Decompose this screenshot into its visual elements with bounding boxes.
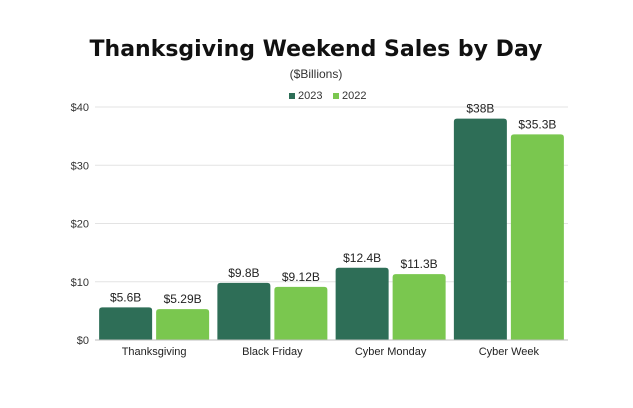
chart-title: Thanksgiving Weekend Sales by Day [90,37,543,62]
data-label: $5.29B [164,292,202,306]
data-label: $5.6B [110,290,141,304]
bar-2022-thanksgiving [156,309,210,340]
bar-2023-black-friday [217,282,271,340]
x-category-label: Cyber Monday [355,346,427,358]
bar-2022-black-friday [274,286,328,340]
data-label: $12.4B [343,251,381,265]
legend-label-2023: 2023 [298,90,322,102]
y-tick-label: $0 [77,335,89,347]
data-label: $9.8B [228,266,259,280]
y-tick-label: $30 [71,160,89,172]
x-category-label: Black Friday [242,346,303,358]
x-category-label: Cyber Week [479,346,540,358]
y-tick-label: $10 [71,277,89,289]
data-label: $9.12B [282,270,320,284]
bar-2023-thanksgiving [99,307,153,340]
y-tick-label: $20 [71,219,89,231]
bar-2023-cyber-monday [335,267,389,340]
bars [99,118,564,341]
legend-swatch-2023 [289,93,295,99]
x-axis-categories: Thanksgiving Black Friday Cyber Monday Cybe… [122,346,540,358]
x-category-label: Thanksgiving [122,346,187,358]
bar-2022-cyber-week [510,134,564,340]
data-label: $35.3B [518,117,556,131]
y-axis-ticks: $0 $10 $20 $30 $40 [71,102,89,347]
y-tick-label: $40 [71,102,89,114]
bar-2023-cyber-week [453,118,507,341]
chart-subtitle: ($Billions) [290,67,343,81]
data-label: $38B [466,102,494,116]
legend-label-2022: 2022 [342,90,366,102]
bar-2022-cyber-monday [392,274,446,340]
data-label: $11.3B [401,257,438,271]
legend-swatch-2022 [333,93,339,99]
legend: 2023 2022 [289,90,366,102]
data-labels: $5.6B $5.29B $9.8B $9.12B $12.4B $11.3B $38B $3… [110,102,556,307]
